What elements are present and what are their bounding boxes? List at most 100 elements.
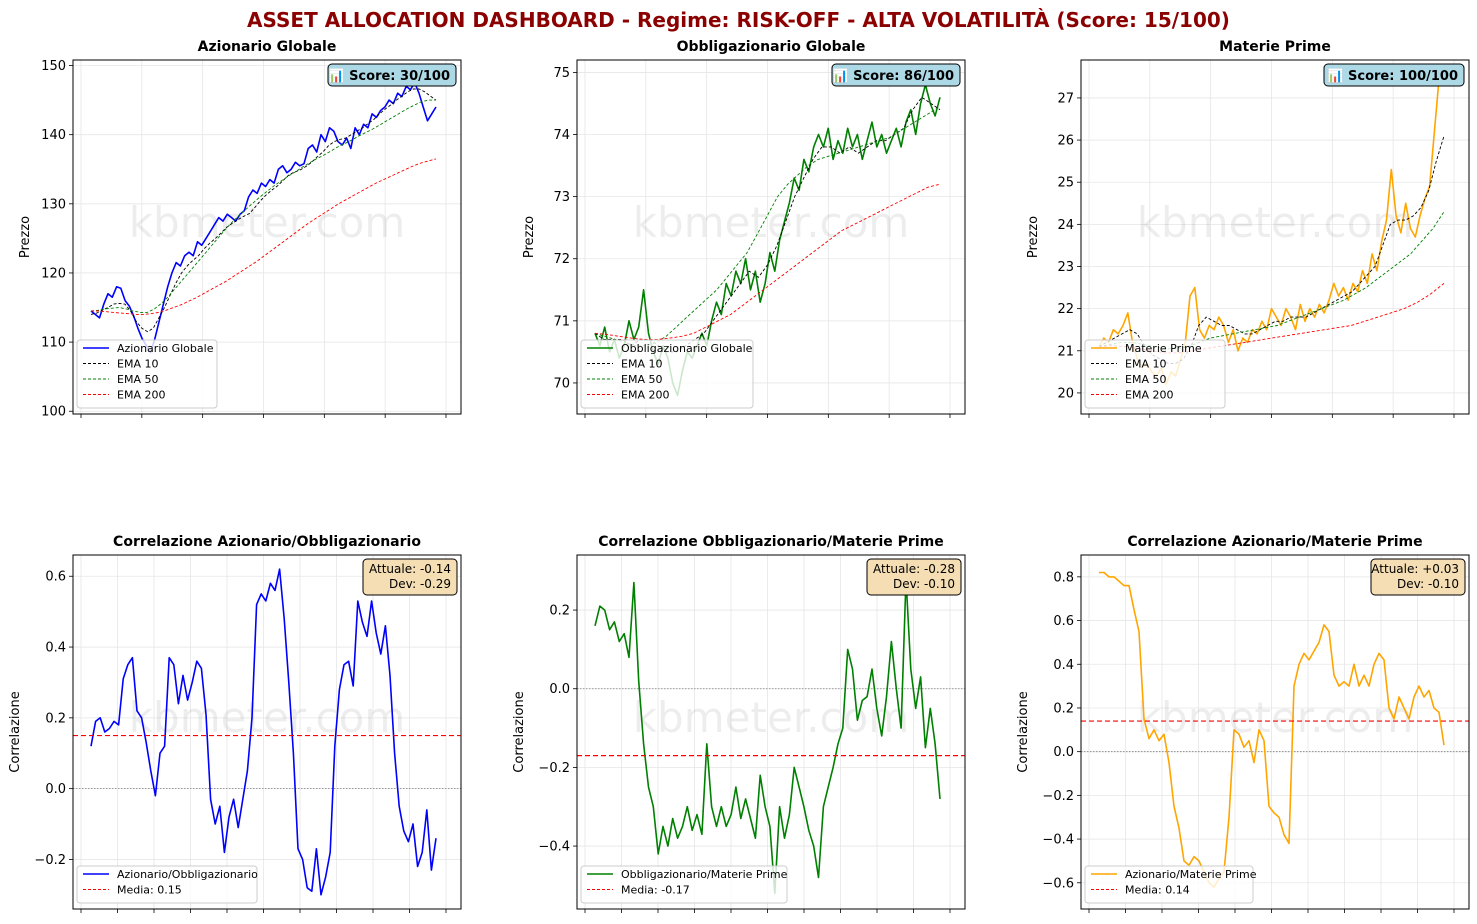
series-line-2 [90, 88, 437, 333]
chart-title: Correlazione Azionario/Obbligazionario [113, 534, 421, 550]
stats-box [1370, 558, 1466, 596]
chart-panel-5: −0.4 −0.2 0.0 0.2 kbmeter.com Correlazione Ob… [512, 534, 966, 913]
plot-frame [1080, 554, 1470, 910]
y-tick-label: 73 [553, 190, 570, 205]
y-tick-label: −0.6 [1042, 876, 1074, 891]
series-line-2 [594, 96, 941, 353]
plot-frame [1080, 59, 1470, 415]
score-label: 📊 Score: 100/100 [1327, 68, 1458, 84]
y-tick-label: 0.0 [45, 782, 66, 797]
y-tick-label: 0.2 [1053, 701, 1074, 716]
y-tick-label: −0.4 [1042, 833, 1074, 848]
legend-entry: EMA 10 [117, 358, 158, 371]
score-label: 📊 Score: 86/100 [832, 68, 954, 84]
stats-box [362, 558, 458, 596]
y-tick-label: 75 [553, 66, 570, 81]
y-axis-label: Correlazione [1016, 691, 1031, 772]
chart-panel-1: 100 110 120 130 140 150 kbmeter.com Azionario G… [18, 39, 462, 420]
legend-entry: Azionario/Materie Prime [1125, 868, 1257, 881]
y-tick-label: −0.2 [34, 853, 66, 868]
y-tick-label: 100 [41, 405, 66, 420]
chart-panel-4: −0.2 0.0 0.2 0.4 0.6 kbmeter.com Correlazione … [8, 534, 462, 913]
watermark: kbmeter.com [633, 693, 910, 742]
stats-line-2: Dev: -0.29 [389, 577, 451, 591]
watermark: kbmeter.com [1137, 198, 1414, 247]
y-tick-label: 25 [1057, 176, 1074, 191]
series-line-1 [1099, 571, 1445, 888]
plot-frame [576, 59, 966, 415]
legend-entry: EMA 10 [1125, 358, 1166, 371]
y-tick-label: 120 [41, 266, 66, 281]
series-line-4 [91, 158, 437, 315]
y-tick-label: 27 [1057, 91, 1074, 106]
legend-entry: EMA 10 [621, 358, 662, 371]
series-line-3 [90, 99, 436, 313]
y-tick-label: 71 [553, 314, 570, 329]
y-tick-label: −0.4 [538, 840, 570, 855]
y-tick-label: 0.6 [1053, 614, 1074, 629]
chart-title: Materie Prime [1219, 39, 1331, 55]
legend-entry: Media: 0.15 [117, 884, 182, 897]
y-tick-label: 110 [41, 336, 66, 351]
stats-line-2: Dev: -0.10 [893, 577, 955, 591]
y-tick-label: 26 [1057, 134, 1074, 149]
series-line-2 [1098, 135, 1445, 364]
y-tick-label: 74 [553, 128, 570, 143]
plot-frame [72, 554, 462, 910]
chart-panel-3: 20 21 22 23 24 25 26 27 kbmeter.com Materie Prime… [1026, 39, 1470, 418]
y-tick-label: 24 [1057, 218, 1074, 233]
y-axis-label: Prezzo [522, 216, 537, 258]
watermark: kbmeter.com [129, 693, 406, 742]
stats-line-1: Attuale: +0.03 [1371, 562, 1459, 576]
y-tick-label: 150 [41, 59, 66, 74]
series-line-3 [1098, 211, 1445, 350]
legend-entry: Media: -0.17 [621, 884, 690, 897]
score-box [1323, 63, 1465, 87]
chart-title: Correlazione Obbligazionario/Materie Pri… [598, 534, 943, 550]
legend-box [580, 865, 788, 904]
legend-entry: Media: 0.14 [1125, 884, 1190, 897]
y-tick-label: 130 [41, 197, 66, 212]
y-axis-label: Correlazione [8, 691, 23, 772]
legend-box [76, 865, 258, 904]
stats-box [866, 558, 962, 596]
legend-entry: EMA 200 [117, 389, 165, 402]
y-tick-label: 140 [41, 128, 66, 143]
legend-entry: Materie Prime [1125, 342, 1202, 355]
chart-title: Correlazione Azionario/Materie Prime [1127, 534, 1422, 550]
stats-line-1: Attuale: -0.14 [369, 562, 451, 576]
y-tick-label: 20 [1057, 386, 1074, 401]
y-tick-label: −0.2 [538, 761, 570, 776]
chart-title: Obbligazionario Globale [677, 39, 866, 55]
y-axis-label: Prezzo [18, 216, 33, 258]
series-line-1 [90, 568, 437, 896]
y-tick-label: 0.4 [1053, 658, 1074, 673]
legend-entry: Obbligazionario Globale [621, 342, 753, 355]
chart-title: Azionario Globale [198, 39, 337, 55]
legend-entry: Azionario/Obbligazionario [117, 868, 258, 881]
y-tick-label: 21 [1057, 344, 1074, 359]
y-axis-label: Prezzo [1026, 216, 1041, 258]
y-tick-label: 0.0 [549, 682, 570, 697]
legend-box [76, 339, 218, 409]
y-tick-label: 22 [1057, 302, 1074, 317]
legend-box [1084, 865, 1254, 904]
legend-entry: EMA 200 [1125, 389, 1173, 402]
y-axis-label: Correlazione [512, 691, 527, 772]
legend-box [1084, 339, 1226, 409]
y-tick-label: 0.4 [45, 641, 66, 656]
legend-entry: EMA 200 [621, 389, 669, 402]
y-tick-label: 0.2 [549, 604, 570, 619]
plot-frame [576, 554, 966, 910]
stats-line-1: Attuale: -0.28 [873, 562, 955, 576]
stats-line-2: Dev: -0.10 [1397, 577, 1459, 591]
legend-box [580, 339, 754, 409]
score-label: 📊 Score: 30/100 [328, 68, 450, 84]
legend-entry: EMA 50 [621, 373, 662, 386]
score-box [831, 63, 961, 87]
watermark: kbmeter.com [129, 198, 406, 247]
score-box [327, 63, 457, 87]
legend-entry: Azionario Globale [117, 342, 214, 355]
y-tick-label: 23 [1057, 260, 1074, 275]
